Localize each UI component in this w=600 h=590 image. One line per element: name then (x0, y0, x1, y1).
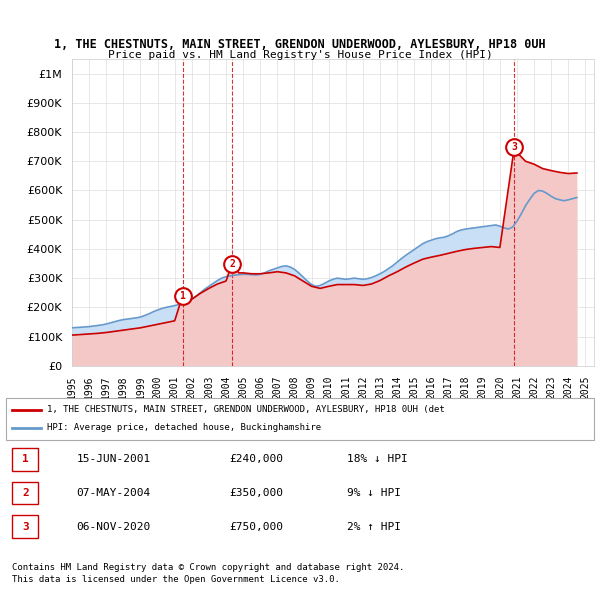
Text: 3: 3 (511, 142, 517, 152)
Text: 15-JUN-2001: 15-JUN-2001 (77, 454, 151, 464)
Text: 2% ↑ HPI: 2% ↑ HPI (347, 522, 401, 532)
Text: 07-MAY-2004: 07-MAY-2004 (77, 488, 151, 498)
FancyBboxPatch shape (12, 516, 38, 538)
Text: 18% ↓ HPI: 18% ↓ HPI (347, 454, 408, 464)
Text: £240,000: £240,000 (229, 454, 283, 464)
Text: 1, THE CHESTNUTS, MAIN STREET, GRENDON UNDERWOOD, AYLESBURY, HP18 0UH: 1, THE CHESTNUTS, MAIN STREET, GRENDON U… (54, 38, 546, 51)
Text: 3: 3 (22, 522, 29, 532)
Text: 9% ↓ HPI: 9% ↓ HPI (347, 488, 401, 498)
Text: 06-NOV-2020: 06-NOV-2020 (77, 522, 151, 532)
Text: £750,000: £750,000 (229, 522, 283, 532)
Text: This data is licensed under the Open Government Licence v3.0.: This data is licensed under the Open Gov… (12, 575, 340, 584)
Text: 2: 2 (22, 488, 29, 498)
Text: £350,000: £350,000 (229, 488, 283, 498)
Text: 1: 1 (179, 291, 185, 301)
Text: Contains HM Land Registry data © Crown copyright and database right 2024.: Contains HM Land Registry data © Crown c… (12, 563, 404, 572)
FancyBboxPatch shape (6, 398, 594, 440)
Text: Price paid vs. HM Land Registry's House Price Index (HPI): Price paid vs. HM Land Registry's House … (107, 50, 493, 60)
Text: 2: 2 (229, 258, 235, 268)
Text: 1: 1 (22, 454, 29, 464)
Text: 1, THE CHESTNUTS, MAIN STREET, GRENDON UNDERWOOD, AYLESBURY, HP18 0UH (det: 1, THE CHESTNUTS, MAIN STREET, GRENDON U… (47, 405, 445, 414)
FancyBboxPatch shape (12, 448, 38, 471)
Text: HPI: Average price, detached house, Buckinghamshire: HPI: Average price, detached house, Buck… (47, 424, 321, 432)
FancyBboxPatch shape (12, 481, 38, 504)
